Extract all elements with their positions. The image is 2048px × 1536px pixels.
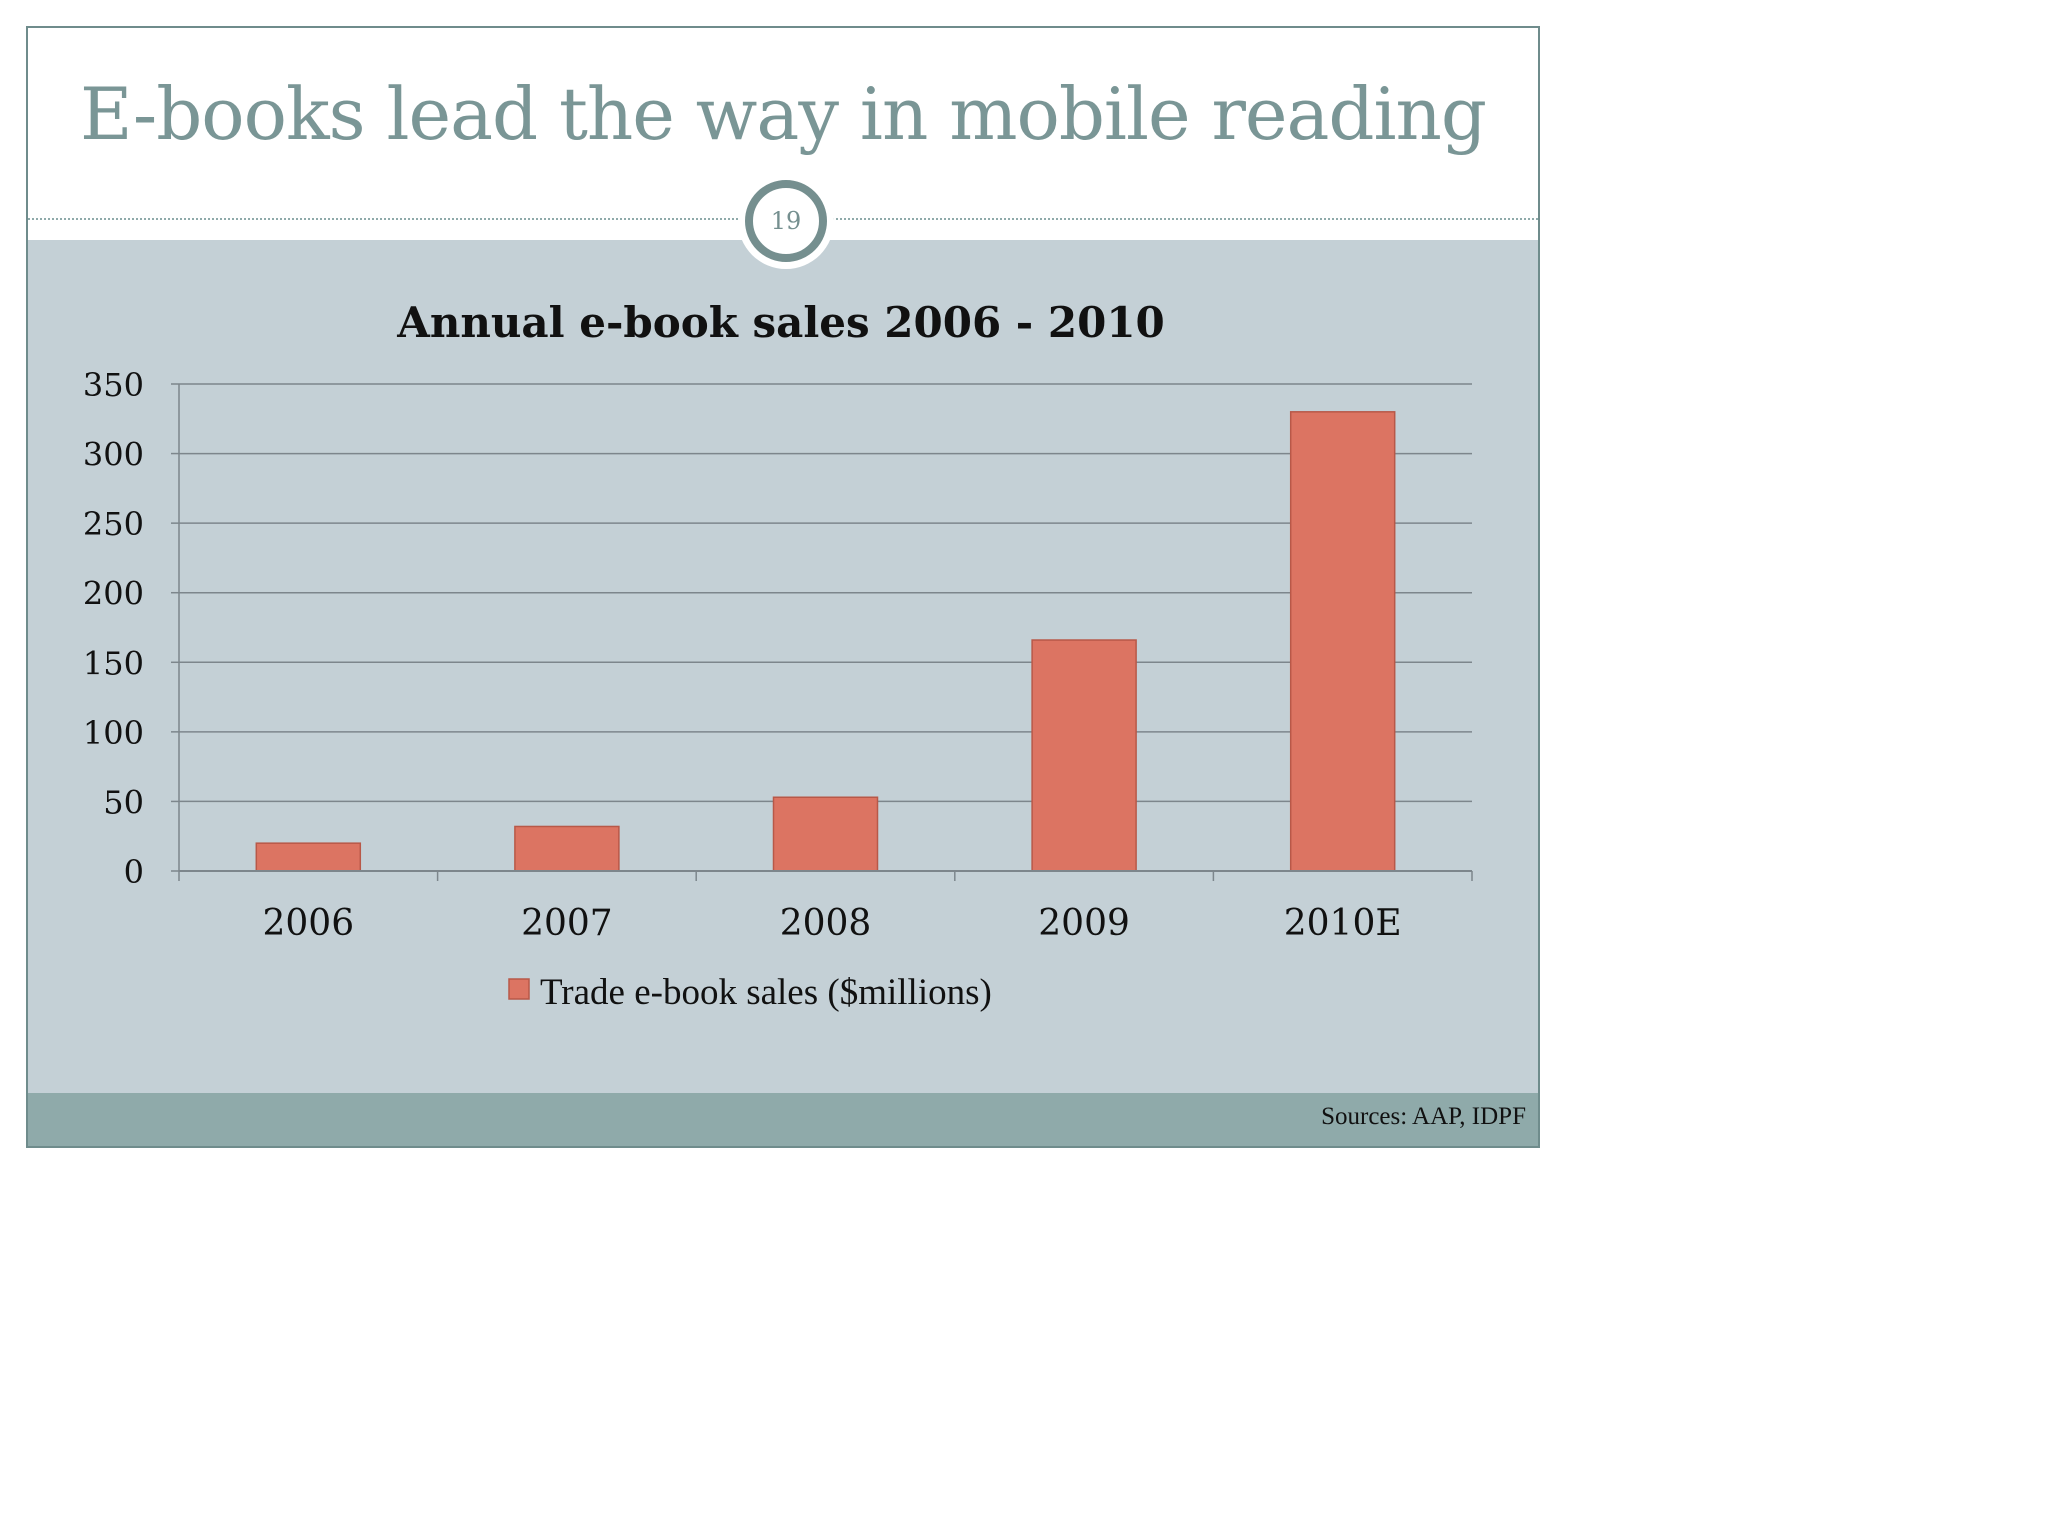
bar-chart: Annual e-book sales 2006 - 2010 0 50 100 15… [83,298,1473,1013]
y-tick-label: 100 [83,714,144,752]
bars [255,411,1396,872]
bar-2008 [772,796,879,872]
bar-2007 [514,825,620,872]
legend-swatch [508,978,530,1000]
bar-2006 [255,842,362,872]
x-tick-label: 2009 [1038,903,1130,944]
y-axis-labels: 0 50 100 150 200 250 300 350 [83,366,144,891]
y-tick-label: 50 [103,783,144,821]
legend: Trade e-book sales ($millions) [508,972,992,1013]
x-tick-label: 2006 [262,903,354,944]
bar-2010E [1289,411,1396,872]
page-number: 19 [770,207,802,235]
footer-bar: Sources: AAP, IDPF [28,1093,1538,1146]
x-tick-label: 2008 [780,903,872,944]
y-tick-label: 350 [83,366,144,404]
chart-title: Annual e-book sales 2006 - 2010 [396,298,1165,347]
page-number-badge: 19 [745,180,827,262]
content-panel [28,240,1538,1097]
x-axis-labels: 2006 2007 2008 2009 2010E [262,903,1401,944]
axes [178,384,1473,881]
legend-label: Trade e-book sales ($millions) [540,972,992,1013]
x-tick-label: 2010E [1284,903,1402,944]
slide-title: E-books lead the way in mobile reading [79,72,1487,156]
y-tick-label: 0 [124,853,144,891]
y-tick-label: 250 [83,505,144,543]
y-tick-label: 150 [83,644,144,682]
x-tick-label: 2007 [521,903,613,944]
y-tick-label: 300 [83,436,144,474]
sources-note: Sources: AAP, IDPF [1321,1103,1526,1130]
y-tick-label: 200 [83,575,144,613]
slide: E-books lead the way in mobile reading 1… [26,26,1540,1148]
bar-2009 [1031,639,1137,872]
